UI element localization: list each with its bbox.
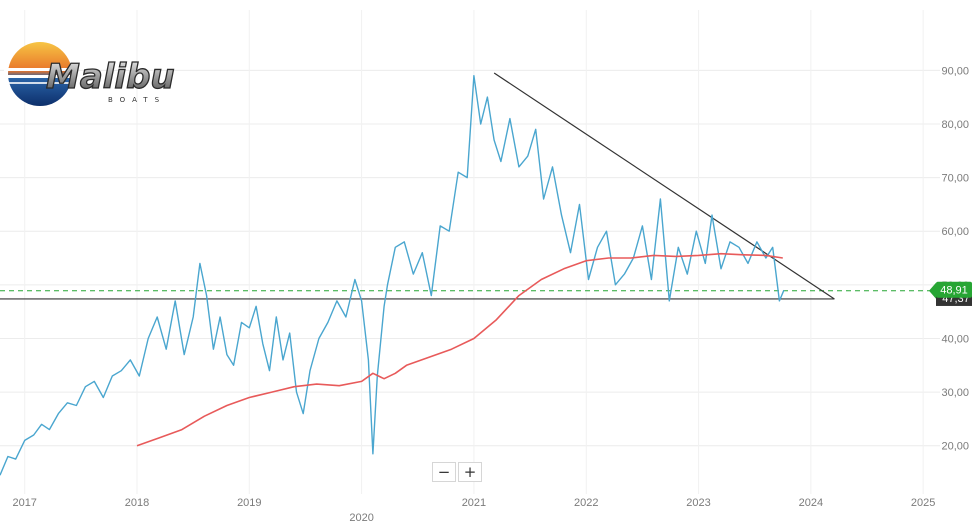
x-tick-label: 2024 xyxy=(799,497,823,509)
y-tick-label: 80,00 xyxy=(941,119,969,131)
x-tick-label: 2019 xyxy=(237,497,261,509)
x-tick-label: 2017 xyxy=(12,497,36,509)
price-series-line xyxy=(0,74,785,476)
zoom-out-button[interactable]: − xyxy=(432,462,456,482)
logo-subtext: BOATS xyxy=(108,96,166,104)
x-tick-label: 2025 xyxy=(911,497,935,509)
y-tick-label: 60,00 xyxy=(941,226,969,238)
last-price-text: 48,91 xyxy=(940,285,968,297)
y-tick-label: 70,00 xyxy=(941,173,969,185)
x-tick-label: 2023 xyxy=(686,497,710,509)
grid xyxy=(0,10,940,494)
x-tick-label: 2018 xyxy=(125,497,149,509)
x-tick-label: 2020 xyxy=(349,512,373,524)
resistance-trendline xyxy=(493,72,835,300)
axis-ticks: 20,0030,0040,0050,0060,0070,0080,0090,00… xyxy=(12,65,969,524)
x-tick-label: 2021 xyxy=(462,497,486,509)
y-tick-label: 40,00 xyxy=(941,333,969,345)
y-tick-label: 20,00 xyxy=(941,441,969,453)
plot-area xyxy=(0,72,940,476)
last-price-pointer xyxy=(929,282,936,299)
zoom-in-button[interactable]: + xyxy=(458,462,482,482)
y-tick-label: 90,00 xyxy=(941,65,969,77)
zoom-controls: − + xyxy=(432,462,484,482)
x-tick-label: 2022 xyxy=(574,497,598,509)
last-price-badge xyxy=(936,281,972,298)
sun-icon xyxy=(8,42,72,106)
malibu-boats-logo: Malibu BOATS xyxy=(0,28,200,125)
average-series-line xyxy=(136,252,783,447)
logo-wordmark: Malibu xyxy=(46,57,175,97)
y-tick-label: 30,00 xyxy=(941,387,969,399)
